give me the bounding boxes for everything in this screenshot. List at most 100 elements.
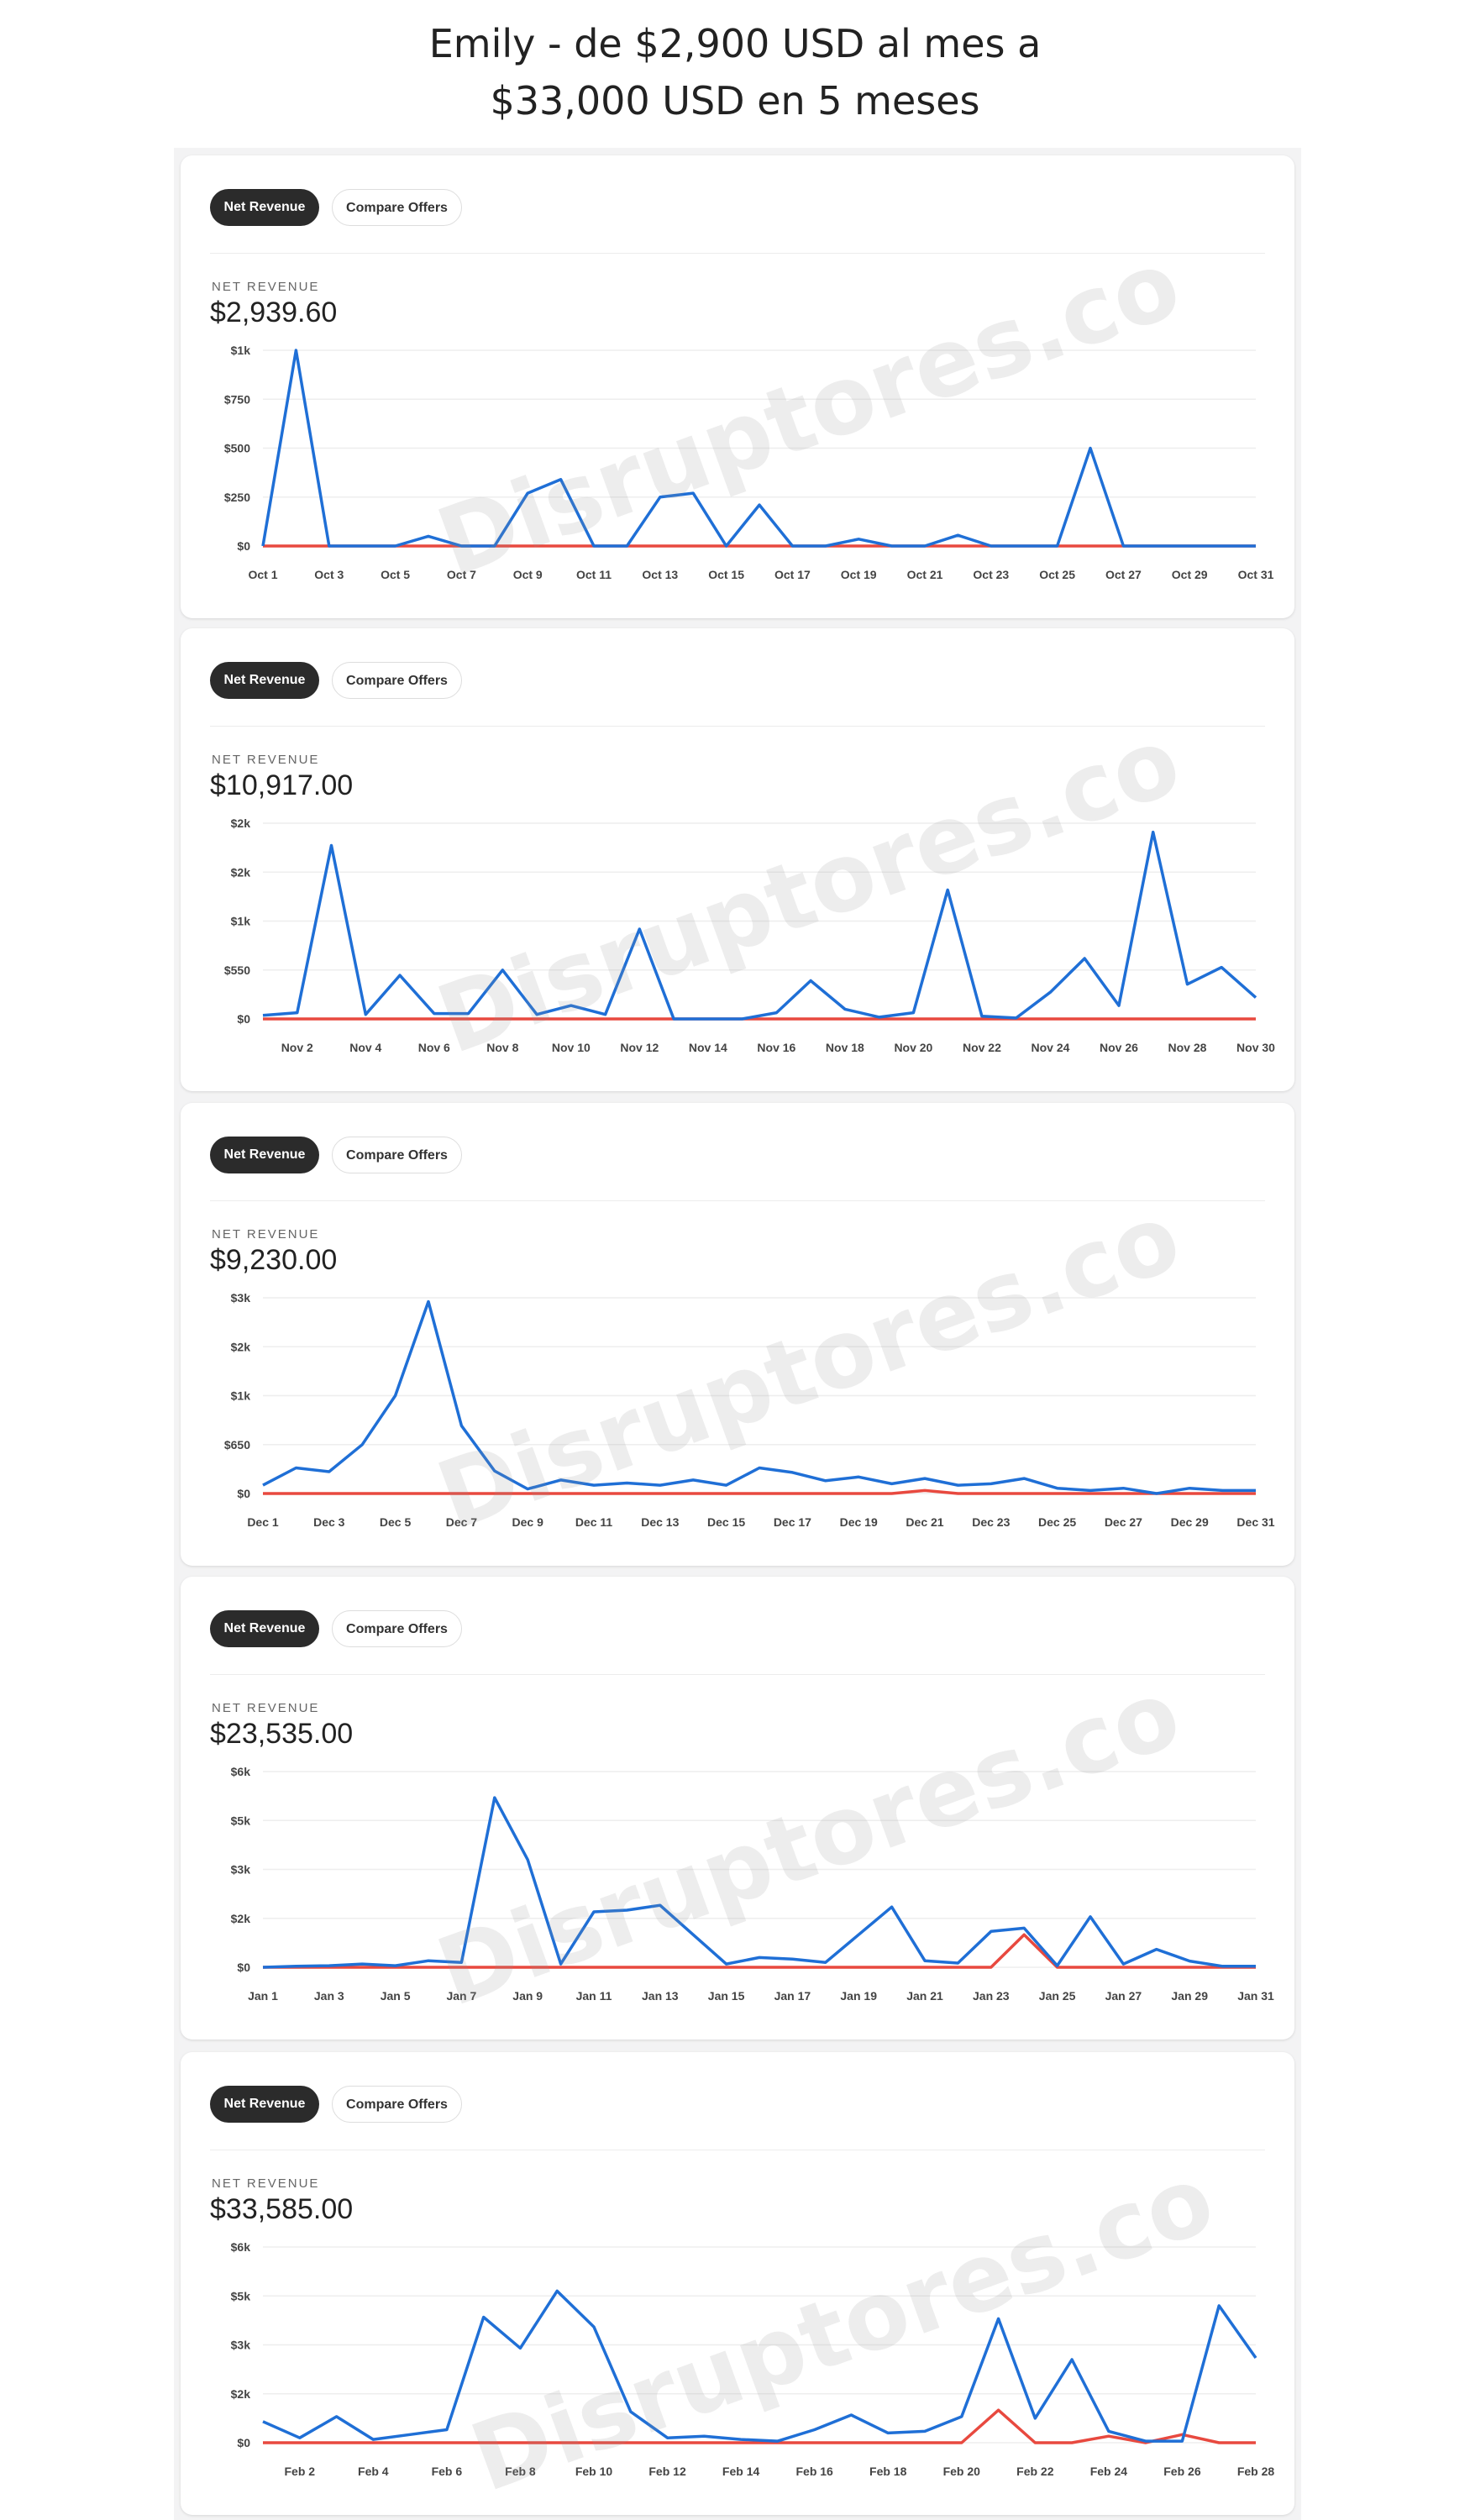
x-tick-label: Dec 31: [1236, 1515, 1274, 1529]
y-tick-label: $2k: [231, 1340, 251, 1353]
x-tick-label: Oct 7: [447, 568, 476, 581]
y-tick-label: $6k: [231, 1765, 251, 1778]
x-tick-label: Nov 18: [826, 1041, 864, 1054]
y-tick-label: $3k: [231, 1863, 251, 1877]
net-revenue-tab[interactable]: Net Revenue: [210, 189, 319, 226]
x-tick-label: Oct 5: [381, 568, 410, 581]
net-revenue-tab[interactable]: Net Revenue: [210, 1137, 319, 1173]
x-tick-label: Jan 9: [512, 1989, 543, 2003]
x-tick-label: Nov 28: [1168, 1041, 1207, 1054]
net-revenue-tab[interactable]: Net Revenue: [210, 1610, 319, 1647]
x-tick-label: Dec 1: [247, 1515, 279, 1529]
y-tick-label: $250: [224, 491, 250, 504]
x-tick-label: Dec 27: [1105, 1515, 1142, 1529]
compare-offers-tab[interactable]: Compare Offers: [332, 1137, 462, 1173]
x-tick-label: Oct 15: [708, 568, 744, 581]
x-tick-label: Oct 17: [774, 568, 811, 581]
net-revenue-tab[interactable]: Net Revenue: [210, 2086, 319, 2123]
y-tick-label: $0: [237, 1012, 250, 1026]
compare-offers-tab[interactable]: Compare Offers: [332, 2086, 462, 2123]
divider: [210, 253, 1265, 254]
x-tick-label: Dec 25: [1038, 1515, 1076, 1529]
compare-offers-tab[interactable]: Compare Offers: [332, 1610, 462, 1647]
compare-series-line: [263, 2408, 1256, 2444]
y-tick-label: $2k: [231, 2387, 251, 2401]
metric-label: NET REVENUE: [212, 1701, 320, 1715]
metric-total: $9,230.00: [210, 1244, 338, 1276]
y-tick-label: $1k: [231, 915, 251, 928]
page-title-line-2: $33,000 USD en 5 meses: [490, 78, 980, 123]
y-tick-label: $2k: [231, 865, 251, 879]
net-revenue-series-line: [262, 1796, 1256, 1969]
x-tick-label: Feb 16: [795, 2465, 833, 2478]
compare-offers-tab[interactable]: Compare Offers: [332, 662, 462, 699]
page-title: Emily - de $2,900 USD al mes a $33,000 U…: [0, 15, 1470, 129]
compare-series-line: [263, 1488, 1256, 1495]
x-tick-label: Feb 28: [1237, 2465, 1275, 2478]
compare-offers-tab[interactable]: Compare Offers: [332, 189, 462, 226]
x-tick-label: Nov 12: [620, 1041, 659, 1054]
y-tick-label: $1k: [231, 1389, 251, 1403]
y-tick-label: $0: [237, 2436, 250, 2449]
y-tick-label: $0: [237, 539, 250, 553]
x-tick-label: Feb 24: [1090, 2465, 1128, 2478]
net-revenue-chart: $0 $550 $1k $2k $2k Nov 2 Nov 4 Nov 6 Nov 8 Nov 1…: [224, 816, 1275, 1054]
y-tick-label: $0: [237, 1961, 250, 1974]
x-tick-label: Jan 13: [642, 1989, 679, 2003]
x-tick-label: Feb 6: [432, 2465, 463, 2478]
x-tick-label: Oct 11: [576, 568, 612, 581]
x-tick-label: Jan 11: [576, 1989, 612, 2003]
x-tick-label: Oct 21: [907, 568, 943, 581]
y-tick-label: $5k: [231, 1814, 251, 1827]
y-tick-label: $2k: [231, 816, 251, 830]
y-tick-label: $5k: [231, 2289, 251, 2302]
x-tick-label: Dec 3: [313, 1515, 345, 1529]
x-tick-label: Dec 15: [707, 1515, 745, 1529]
x-tick-label: Oct 25: [1039, 568, 1075, 581]
x-tick-label: Dec 17: [774, 1515, 811, 1529]
metric-label: NET REVENUE: [212, 1227, 320, 1242]
x-tick-label: Oct 29: [1172, 568, 1208, 581]
divider: [210, 1200, 1265, 1201]
x-tick-label: Dec 11: [575, 1515, 613, 1529]
x-tick-label: Jan 5: [381, 1989, 411, 2003]
x-tick-label: Oct 9: [513, 568, 543, 581]
metric-label: NET REVENUE: [212, 753, 320, 767]
revenue-card: Net Revenue Compare Offers NET REVENUE $10,…: [181, 628, 1294, 1091]
x-tick-label: Dec 23: [972, 1515, 1010, 1529]
x-tick-label: Nov 22: [963, 1041, 1001, 1054]
x-tick-label: Jan 1: [248, 1989, 278, 2003]
y-tick-label: $650: [224, 1438, 250, 1452]
net-revenue-chart: $0 $250 $500 $750 $1k Oct 1 Oct 3 Oct 5 Oct 7 Oct…: [224, 344, 1274, 581]
x-tick-label: Dec 7: [446, 1515, 478, 1529]
x-tick-label: Feb 14: [722, 2465, 760, 2478]
y-tick-label: $3k: [231, 2339, 251, 2352]
x-tick-label: Oct 23: [973, 568, 1009, 581]
y-tick-label: $3k: [231, 1291, 251, 1305]
revenue-card: Net Revenue Compare Offers NET REVENUE $2,9…: [181, 155, 1294, 618]
x-tick-label: Nov 30: [1236, 1041, 1275, 1054]
x-tick-label: Jan 19: [840, 1989, 877, 2003]
y-tick-label: $500: [224, 442, 250, 455]
x-tick-label: Feb 8: [505, 2465, 536, 2478]
x-tick-label: Dec 19: [840, 1515, 878, 1529]
x-tick-label: Dec 29: [1171, 1515, 1209, 1529]
x-tick-label: Dec 21: [906, 1515, 943, 1529]
x-tick-label: Jan 31: [1237, 1989, 1274, 2003]
metric-total: $10,917.00: [210, 769, 354, 801]
net-revenue-tab[interactable]: Net Revenue: [210, 662, 319, 699]
x-tick-label: Nov 14: [689, 1041, 727, 1054]
x-tick-label: Nov 6: [418, 1041, 450, 1054]
x-tick-label: Nov 10: [552, 1041, 591, 1054]
net-revenue-series-line: [262, 2289, 1257, 2443]
x-tick-label: Jan 3: [314, 1989, 344, 2003]
x-tick-label: Nov 4: [349, 1041, 381, 1054]
x-tick-label: Dec 5: [380, 1515, 412, 1529]
revenue-card: Net Revenue Compare Offers NET REVENUE $9,2…: [181, 1103, 1294, 1566]
x-tick-label: Feb 4: [358, 2465, 389, 2478]
net-revenue-chart: $0 $2k $3k $5k $6k Jan 1 Jan 3 Jan 5 Jan 7 Jan 9 J…: [231, 1765, 1274, 2003]
metric-total: $23,535.00: [210, 1718, 354, 1750]
x-tick-label: Jan 27: [1105, 1989, 1142, 2003]
x-tick-label: Nov 24: [1031, 1041, 1069, 1054]
metric-total: $33,585.00: [210, 2193, 354, 2225]
